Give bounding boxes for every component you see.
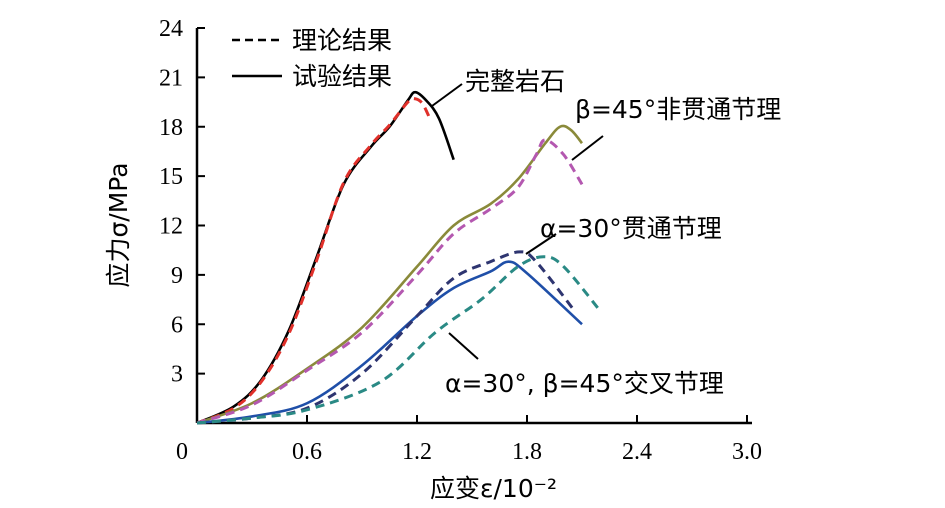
series-line-6 [196, 255, 602, 425]
leader-line [571, 135, 604, 161]
x-tick-label: 0.6 [292, 439, 322, 465]
y-tick-label: 15 [159, 164, 183, 190]
series-line-1 [196, 97, 432, 425]
y-axis-label: 应力σ/MPa [104, 162, 133, 287]
axes: 0 0.6 1.2 1.8 2.4 3.0 3 6 9 12 15 18 21 24 [159, 16, 762, 465]
x-tick-label: 3.0 [732, 439, 762, 465]
curves [196, 90, 602, 425]
x-tick-label: 1.8 [512, 439, 542, 465]
label-beta-nonpersistent: β=45°非贯通节理 [575, 95, 781, 124]
leader-line [448, 332, 479, 360]
x-tick-label: 2.4 [622, 439, 652, 465]
y-tick-label: 3 [171, 362, 183, 388]
label-alpha-persistent: α=30°贯通节理 [540, 214, 722, 243]
x-axis-label: 应变ε/10⁻² [430, 474, 557, 503]
x-tick-label: 1.2 [402, 439, 432, 465]
y-tick-label: 21 [159, 65, 183, 91]
series-line-4 [196, 260, 583, 425]
legend-theory: 理论结果 [292, 26, 392, 55]
annotations: 完整岩石 β=45°非贯通节理 α=30°贯通节理 α=30°, β=45°交叉… [431, 67, 781, 398]
label-intact-rock: 完整岩石 [465, 67, 565, 96]
leader-line [431, 83, 463, 107]
series-line-2 [196, 124, 584, 425]
y-tick-label: 6 [171, 312, 183, 338]
legend-test: 试验结果 [292, 62, 392, 91]
label-cross-joints: α=30°, β=45°交叉节理 [445, 369, 724, 398]
y-tick-label: 9 [171, 263, 183, 289]
y-tick-label: 24 [159, 16, 183, 42]
x-tick-label: 0 [176, 439, 188, 465]
series-line-5 [196, 250, 576, 425]
leader-line [525, 233, 557, 255]
y-tick-label: 18 [159, 115, 183, 141]
y-tick-label: 12 [159, 214, 183, 240]
legend: 理论结果 试验结果 [232, 26, 392, 91]
series-line-0 [196, 90, 455, 425]
